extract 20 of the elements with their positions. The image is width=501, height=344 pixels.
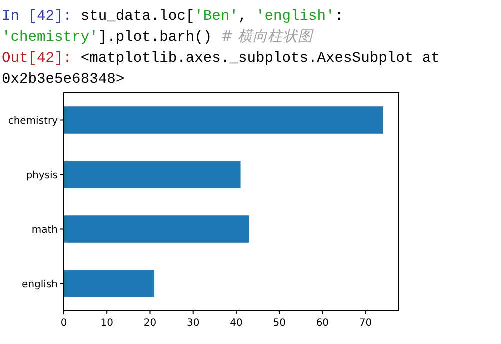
- y-tick-label: chemistry: [8, 116, 58, 127]
- bar: [64, 161, 241, 188]
- x-tick-label: 10: [100, 318, 114, 329]
- x-tick-label: 50: [273, 318, 286, 329]
- text: 0x2b3e5e68348>: [2, 72, 125, 88]
- x-tick-label: 60: [316, 318, 330, 329]
- x-tick-label: 30: [186, 318, 200, 329]
- y-tick-label: physis: [26, 170, 58, 182]
- x-tick-label: 40: [230, 318, 243, 329]
- y-tick-label: math: [32, 224, 58, 236]
- text: 'chemistry'].plot.barh() # 横向柱状图: [2, 28, 314, 46]
- bar: [64, 270, 155, 298]
- bar: [64, 216, 250, 243]
- x-tick-label: 0: [60, 318, 68, 329]
- bar: [64, 106, 384, 134]
- y-tick-label: english: [22, 279, 58, 290]
- text: Out[42]: <matplotlib.axes._subplots.AxesSubplot at: [2, 51, 440, 67]
- x-tick-label: 70: [359, 318, 372, 329]
- x-tick-label: 20: [144, 318, 157, 329]
- text: In [42]: stu_data.loc['Ben', 'english':: [2, 9, 344, 25]
